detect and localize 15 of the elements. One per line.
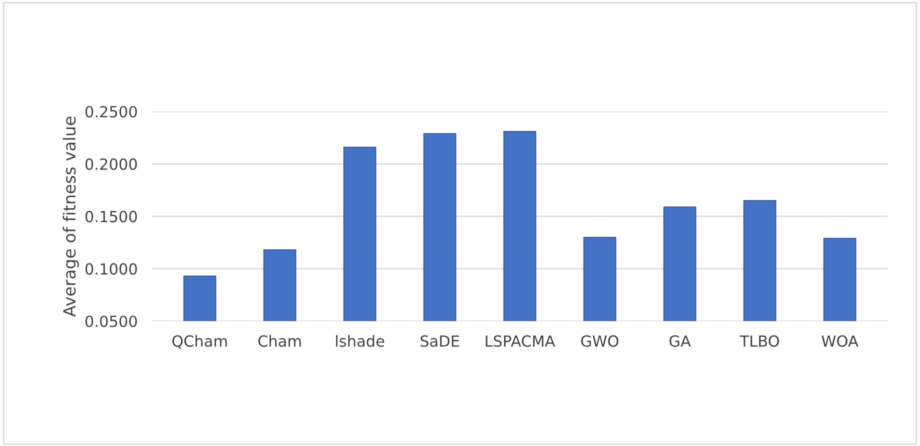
- x-tick-label: Cham: [258, 335, 301, 347]
- x-tick-label: GWO: [581, 335, 618, 347]
- x-tick-label: lshade: [336, 335, 384, 347]
- x-tick-label: WOA: [822, 335, 858, 347]
- y-tick-label: 0.2000: [85, 158, 137, 170]
- y-tick-label: 0.1500: [85, 210, 137, 222]
- y-tick-label: 0.1000: [85, 263, 137, 275]
- y-tick-label: 0.2500: [85, 106, 137, 118]
- x-tick-label: TLBO: [740, 335, 779, 347]
- x-tick-label: LSPACMA: [486, 335, 556, 347]
- y-tick-label: 0.0500: [85, 316, 137, 328]
- y-axis-title: Average of fitness value: [62, 116, 79, 317]
- x-tick-label: QCham: [172, 335, 227, 349]
- x-tick-label: GA: [670, 335, 691, 347]
- x-tick-label: SaDE: [420, 335, 460, 347]
